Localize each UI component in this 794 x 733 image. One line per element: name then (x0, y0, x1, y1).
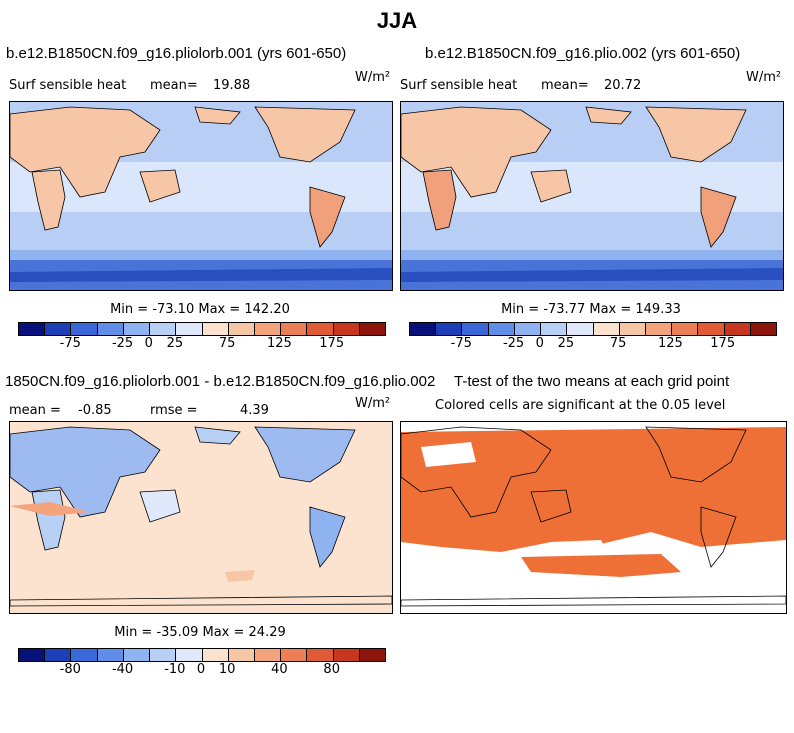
colorbar-top-left-swatch-6 (176, 323, 203, 335)
colorbar-ticks-bottom-left: -80 -40 -10 0 10 40 80 (18, 662, 384, 678)
colorbar-top-right-swatch-10 (672, 323, 699, 335)
colorbar-top-left-tick-label: 125 (267, 336, 292, 351)
colorbar-bottom-left-tick-label: 80 (323, 662, 340, 677)
colorbar-top-left-swatch-9 (254, 323, 282, 335)
mean-value-bottom-left: -0.85 (78, 403, 112, 418)
colorbar-top-left (18, 322, 386, 336)
map-svg-top-right (401, 102, 783, 290)
colorbar-top-left-tick-label: 175 (319, 336, 345, 351)
mean-value-top-left: 19.88 (213, 78, 251, 93)
colorbar-top-right-swatch-0 (410, 323, 437, 335)
figure-title: JJA (376, 8, 418, 33)
min-max-top-left: Min = -73.10 Max = 142.20 (110, 302, 290, 317)
colorbar-bottom-left-swatch-12 (333, 649, 360, 661)
colorbar-top-left-swatch-1 (45, 323, 72, 335)
panel-title-top-left: b.e12.B1850CN.f09_g16.pliolorb.001 (yrs … (6, 45, 347, 62)
colorbar-top-right-swatch-1 (436, 323, 463, 335)
variable-label-top-right: Surf sensible heat (400, 78, 518, 93)
colorbar-top-left-tick-label: -25 (111, 336, 134, 351)
colorbar-bottom-left-swatch-9 (254, 649, 282, 661)
mean-label-top-right: mean= (541, 78, 589, 93)
colorbar-bottom-left (18, 648, 386, 662)
colorbar-top-right-swatch-4 (514, 323, 542, 335)
map-bottom-right (400, 421, 787, 614)
colorbar-top-left-swatch-7 (202, 323, 229, 335)
colorbar-top-right-swatch-13 (750, 323, 777, 335)
colorbar-top-right-tick-label: 75 (609, 336, 627, 351)
mean-label-bottom-left: mean = (9, 403, 61, 418)
colorbar-top-left-swatch-10 (281, 323, 308, 335)
colorbar-top-left-swatch-8 (228, 323, 255, 335)
colorbar-top-right-swatch-12 (724, 323, 751, 335)
colorbar-top-left-swatch-5 (150, 323, 177, 335)
colorbar-top-right-swatch-5 (541, 323, 568, 335)
colorbar-top-right-tick-label: -75 (450, 336, 472, 351)
map-bottom-left (9, 421, 393, 614)
map-top-right (400, 101, 784, 291)
units-label-top-left: W/m² (355, 70, 391, 85)
subtitle-bottom-right: Colored cells are significant at the 0.0… (435, 398, 726, 413)
units-label-bottom-left: W/m² (355, 396, 391, 411)
colorbar-top-right-tick-label: 125 (658, 336, 683, 351)
colorbar-top-left-swatch-0 (19, 323, 46, 335)
mean-label-top-left: mean= (150, 78, 198, 93)
colorbar-ticks-top-right: -75 -25 0 25 75 125 175 (409, 336, 775, 352)
colorbar-bottom-left-swatch-6 (176, 649, 203, 661)
map-svg-bottom-right (401, 422, 786, 613)
colorbar-top-left-tick-label: 25 (166, 336, 184, 351)
units-label-top-right: W/m² (746, 70, 782, 85)
map-svg-bottom-left (10, 422, 392, 613)
colorbar-top-right-tick-label: 175 (710, 336, 736, 351)
colorbar-top-left-tick-label: 75 (218, 336, 236, 351)
panel-title-top-right: b.e12.B1850CN.f09_g16.plio.002 (yrs 601-… (425, 45, 741, 62)
map-top-left (9, 101, 393, 291)
colorbar-bottom-left-swatch-0 (19, 649, 46, 661)
colorbar-top-right-swatch-8 (619, 323, 646, 335)
colorbar-top-left-swatch-11 (307, 323, 334, 335)
rmse-value-bottom-left: 4.39 (240, 403, 269, 418)
colorbar-top-right-swatch-2 (462, 323, 489, 335)
colorbar-top-left-swatch-2 (71, 323, 98, 335)
min-max-top-right: Min = -73.77 Max = 149.33 (501, 302, 681, 317)
colorbar-bottom-left-swatch-10 (281, 649, 308, 661)
colorbar-top-left-swatch-13 (359, 323, 386, 335)
colorbar-top-left-swatch-3 (97, 323, 124, 335)
colorbar-top-right-tick-label: 25 (557, 336, 575, 351)
colorbar-top-left-tick-label: 0 (144, 336, 153, 351)
colorbar-top-right-swatch-7 (593, 323, 620, 335)
colorbar-bottom-left-swatch-2 (71, 649, 98, 661)
colorbar-bottom-left-swatch-1 (45, 649, 72, 661)
colorbar-bottom-left-tick-label: 0 (196, 662, 206, 677)
colorbar-top-left-tick-label: -75 (59, 336, 81, 351)
colorbar-ticks-top-left: -75 -25 0 25 75 125 175 (18, 336, 384, 352)
colorbar-top-right-swatch-11 (698, 323, 725, 335)
colorbar-bottom-left-tick-label: 40 (271, 662, 288, 677)
map-svg-top-left (10, 102, 392, 290)
colorbar-bottom-left-swatch-11 (307, 649, 334, 661)
colorbar-top-right-tick-label: -25 (502, 336, 525, 351)
panel-title-bottom-left: 1850CN.f09_g16.pliolorb.001 - b.e12.B185… (5, 373, 436, 390)
colorbar-bottom-left-tick-label: 10 (218, 662, 236, 677)
colorbar-bottom-left-tick-label: -80 (59, 662, 81, 677)
colorbar-top-left-swatch-12 (333, 323, 360, 335)
variable-label-top-left: Surf sensible heat (9, 78, 127, 93)
colorbar-bottom-left-swatch-7 (202, 649, 229, 661)
rmse-label-bottom-left: rmse = (150, 403, 198, 418)
panel-title-bottom-right: T-test of the two means at each grid poi… (454, 373, 730, 390)
colorbar-bottom-left-swatch-8 (228, 649, 255, 661)
colorbar-top-right (409, 322, 777, 336)
colorbar-bottom-left-tick-label: -10 (164, 662, 186, 677)
colorbar-bottom-left-swatch-3 (97, 649, 124, 661)
colorbar-top-right-tick-label: 0 (535, 336, 544, 351)
colorbar-bottom-left-tick-label: -40 (111, 662, 134, 677)
colorbar-bottom-left-swatch-13 (359, 649, 386, 661)
colorbar-top-right-swatch-9 (645, 323, 673, 335)
mean-value-top-right: 20.72 (604, 78, 642, 93)
colorbar-bottom-left-swatch-4 (123, 649, 151, 661)
colorbar-top-right-swatch-6 (567, 323, 594, 335)
colorbar-top-right-swatch-3 (488, 323, 515, 335)
colorbar-top-left-swatch-4 (123, 323, 151, 335)
min-max-bottom-left: Min = -35.09 Max = 24.29 (114, 625, 286, 640)
colorbar-bottom-left-swatch-5 (150, 649, 177, 661)
